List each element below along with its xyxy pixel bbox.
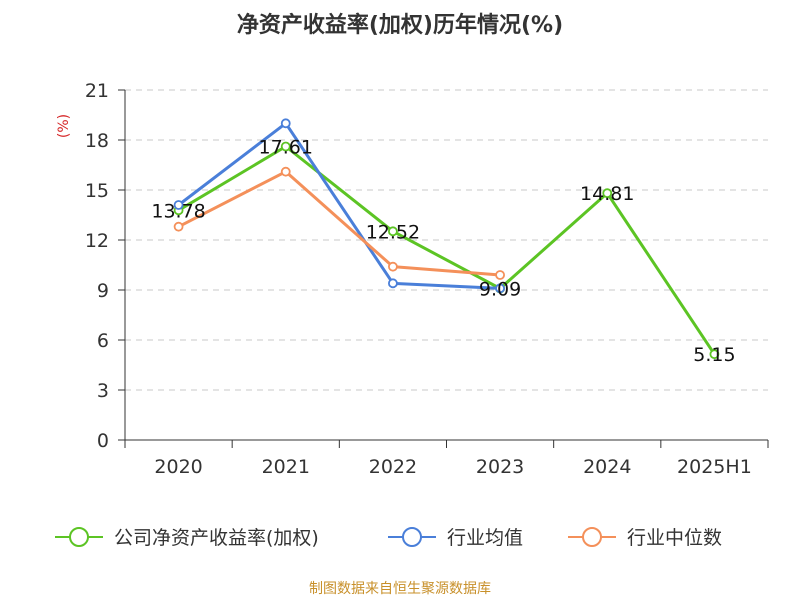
data-point (495, 270, 505, 280)
y-tick-label: 0 (97, 430, 109, 452)
y-tick-label: 15 (85, 180, 109, 202)
data-point (280, 141, 291, 152)
legend-label: 行业中位数 (627, 527, 722, 549)
legend-marker (69, 527, 89, 547)
legend-marker (582, 527, 602, 547)
data-point (173, 200, 184, 210)
data-label: 17.61 (259, 137, 313, 159)
y-tick-label: 21 (85, 80, 109, 102)
gridlines (125, 89, 768, 391)
series-line (177, 170, 501, 277)
source-note: 制图数据来自恒生聚源数据库 (309, 581, 491, 597)
chart-title: 净资产收益率(加权)历年情况(%) (237, 12, 563, 38)
data-point (388, 278, 398, 289)
data-labels: 13.78 17.61 12.52 9.09 14.81 5.15 (151, 137, 735, 367)
legend-label: 公司净资产收益率(加权) (114, 527, 319, 549)
x-tick-label: 2024 (583, 456, 631, 478)
data-point (495, 283, 505, 294)
x-tick-label: 2023 (476, 456, 524, 478)
data-point (709, 349, 720, 360)
y-tick-label: 18 (85, 130, 109, 152)
legend: 公司净资产收益率(加权) 行业均值 行业中位数 (55, 527, 722, 549)
axes: 0 3 6 9 12 15 18 21 2020 2021 2022 2023 2024 2025H1 (85, 80, 769, 478)
x-tick-label: 2020 (154, 456, 202, 478)
series-line (177, 145, 716, 355)
x-tick-label: 2021 (262, 456, 310, 478)
data-point (280, 166, 291, 177)
data-point (388, 226, 398, 237)
data-label: 5.15 (693, 344, 735, 366)
series-lines (173, 118, 720, 360)
x-tick-label: 2022 (369, 456, 417, 478)
y-tick-label: 12 (85, 230, 109, 252)
data-label: 12.52 (366, 221, 420, 243)
data-point (602, 188, 613, 199)
data-label: 9.09 (479, 279, 521, 301)
data-point (173, 221, 184, 232)
legend-marker (402, 527, 422, 547)
data-label: 13.78 (151, 200, 205, 222)
x-tick-label: 2025H1 (677, 456, 752, 478)
y-tick-label: 9 (97, 280, 109, 302)
y-tick-label: 6 (97, 330, 109, 352)
data-point (280, 118, 291, 129)
legend-label: 行业均值 (447, 527, 523, 549)
series-line (177, 121, 501, 290)
y-axis-label: (%) (56, 114, 72, 138)
y-tick-label: 3 (97, 380, 109, 402)
data-point (388, 261, 398, 272)
data-label: 14.81 (580, 183, 634, 205)
